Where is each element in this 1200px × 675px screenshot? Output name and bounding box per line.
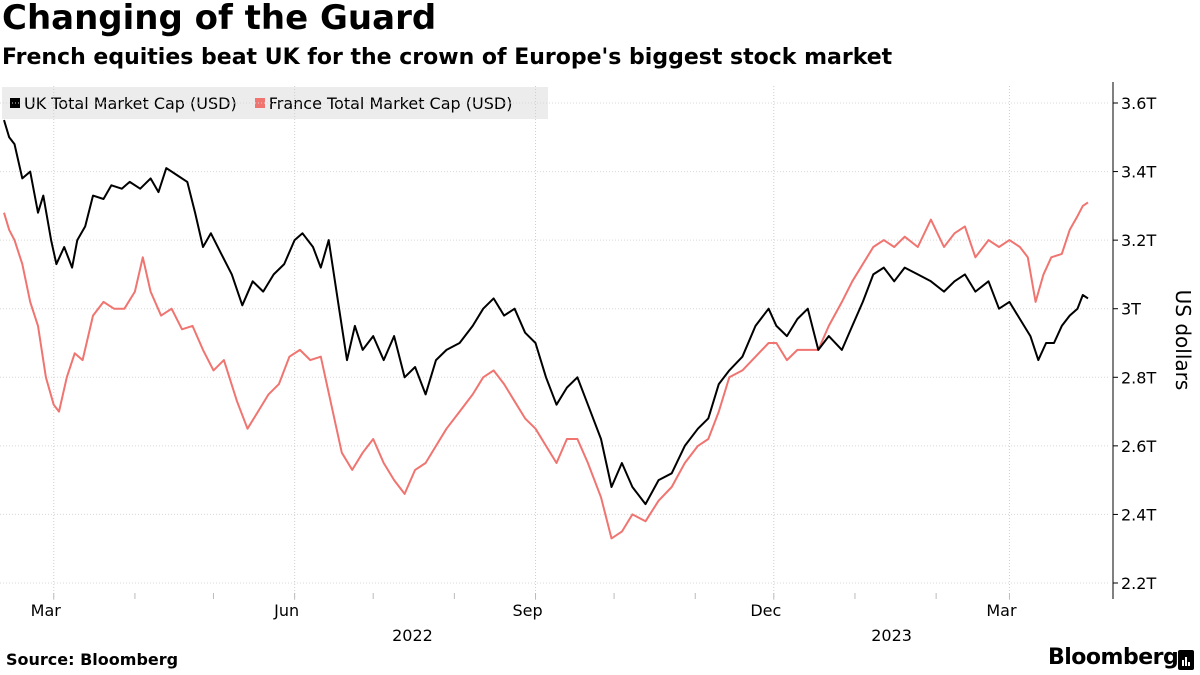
bloomberg-logo-icon <box>1178 650 1194 670</box>
source-note: Source: Bloomberg <box>6 650 179 669</box>
y-tick-label: 3.6T <box>1121 94 1156 113</box>
y-tick-label: 2.6T <box>1121 437 1156 456</box>
y-tick-label: 3T <box>1121 300 1141 319</box>
x-tick-label: Sep <box>512 601 542 620</box>
x-year-label: 2023 <box>871 626 912 645</box>
y-tick-label: 2.8T <box>1121 368 1156 387</box>
y-tick-label: 2.4T <box>1121 505 1156 524</box>
y-tick-label: 3.2T <box>1121 231 1156 250</box>
x-tick-label: Mar <box>31 601 62 620</box>
series-line-france <box>3 201 1089 540</box>
chart-subtitle: French equities beat UK for the crown of… <box>2 45 893 70</box>
y-tick-label: 3.4T <box>1121 163 1156 182</box>
chart-title: Changing of the Guard <box>2 0 437 38</box>
y-axis-title: US dollars <box>1171 290 1195 391</box>
x-tick-label: Jun <box>273 601 299 620</box>
series-line-uk <box>3 119 1089 506</box>
y-tick-label: 2.2T <box>1121 574 1156 593</box>
legend-label-uk: UK Total Market Cap (USD) <box>24 93 237 113</box>
x-year-label: 2022 <box>392 626 433 645</box>
x-tick-label: Mar <box>986 601 1017 620</box>
x-tick-label: Dec <box>750 601 781 620</box>
legend-swatch-france <box>254 98 265 108</box>
bloomberg-logo: Bloomberg <box>1048 645 1179 670</box>
